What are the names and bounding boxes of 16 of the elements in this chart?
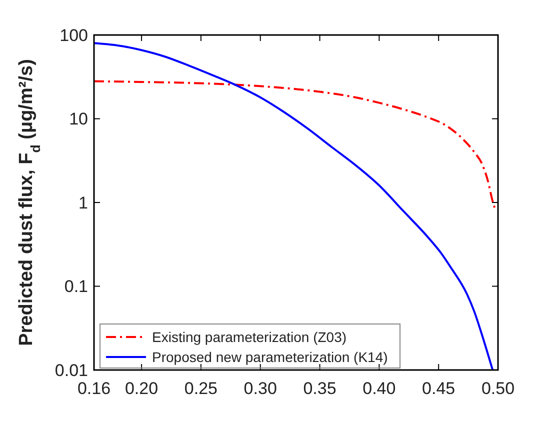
line-series (94, 42, 494, 370)
y-tick-label: 1 (78, 193, 88, 212)
x-tick-label: 0.35 (303, 379, 336, 398)
x-tick-label: 0.20 (124, 379, 158, 398)
y-tick-label: 0.1 (64, 277, 88, 296)
y-tick-label: 10 (69, 110, 88, 129)
y-tick-label: 100 (60, 26, 88, 45)
x-tick-label: 0.16 (77, 379, 111, 398)
legend-label: Existing parameterization (Z03) (152, 328, 347, 345)
x-tick-label: 0.50 (481, 379, 515, 398)
x-tick-label: 0.40 (362, 379, 396, 398)
legend-label: Proposed new parameterization (K14) (152, 348, 388, 365)
y-tick-label: 0.01 (54, 360, 88, 380)
x-tick-label: 0.30 (244, 379, 277, 398)
x-tick-label: 0.25 (184, 379, 218, 398)
x-tick-label: 0.45 (422, 379, 456, 398)
